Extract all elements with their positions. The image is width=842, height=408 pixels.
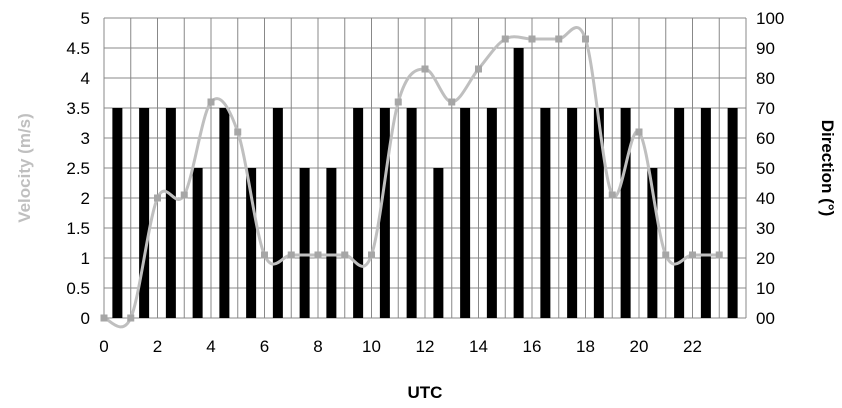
direction-marker — [501, 35, 509, 43]
velocity-bars — [112, 48, 738, 318]
velocity-bar — [406, 108, 417, 318]
y-right-tick-label: 60 — [756, 129, 775, 148]
y-left-tick-label: 4.5 — [66, 39, 90, 58]
velocity-bar — [246, 168, 257, 318]
direction-marker — [154, 194, 161, 202]
direction-marker — [528, 35, 536, 43]
y-left-tick-label: 4 — [81, 69, 90, 88]
y-right-tick-label: 40 — [756, 189, 775, 208]
y-right-tick-label: 30 — [756, 219, 775, 238]
velocity-bar — [272, 108, 283, 318]
x-tick-label: 14 — [469, 337, 488, 356]
tick-labels: 00.511.522.533.544.550010203040506070809… — [66, 9, 784, 356]
velocity-bar — [700, 108, 711, 318]
direction-marker — [475, 65, 482, 73]
direction-marker — [394, 98, 402, 106]
y-left-tick-label: 1.5 — [66, 219, 90, 238]
direction-marker — [582, 35, 589, 43]
direction-marker — [608, 191, 616, 199]
direction-marker — [368, 251, 375, 259]
velocity-bar — [593, 108, 604, 318]
x-tick-label: 22 — [683, 337, 702, 356]
y-right-tick-label: 20 — [756, 249, 775, 268]
direction-marker — [207, 98, 215, 106]
direction-marker — [341, 251, 349, 259]
x-tick-label: 20 — [630, 337, 649, 356]
y-left-tick-label: 5 — [81, 9, 90, 28]
velocity-bar — [567, 108, 578, 318]
direction-marker — [635, 128, 643, 136]
x-tick-label: 16 — [523, 337, 542, 356]
velocity-bar — [620, 108, 631, 318]
velocity-bar — [326, 168, 337, 318]
velocity-bar — [727, 108, 738, 318]
y-right-tick-label: 50 — [756, 159, 775, 178]
direction-marker — [287, 251, 295, 259]
direction-marker — [100, 314, 108, 322]
x-tick-label: 12 — [416, 337, 435, 356]
velocity-bar — [460, 108, 471, 318]
y-right-tick-label: 80 — [756, 69, 775, 88]
velocity-bar — [353, 108, 364, 318]
velocity-bar — [647, 168, 658, 318]
y-axis-left-title: Velocity (m/s) — [15, 113, 34, 223]
x-tick-label: 8 — [313, 337, 322, 356]
y-axis-right-title: Direction (°) — [818, 120, 837, 217]
direction-marker — [421, 65, 429, 73]
velocity-bar — [192, 168, 203, 318]
x-tick-label: 6 — [260, 337, 269, 356]
direction-marker — [180, 191, 188, 199]
velocity-bar — [433, 168, 444, 318]
y-right-tick-label: 90 — [756, 39, 775, 58]
velocity-bar — [674, 108, 685, 318]
y-left-tick-label: 2 — [81, 189, 90, 208]
y-left-tick-label: 3.5 — [66, 99, 90, 118]
y-right-tick-label: 70 — [756, 99, 775, 118]
velocity-bar — [513, 48, 524, 318]
direction-marker — [314, 251, 322, 259]
direction-marker — [555, 35, 563, 43]
velocity-bar — [139, 108, 150, 318]
direction-marker — [448, 98, 456, 106]
y-right-tick-label: 100 — [756, 9, 784, 28]
x-axis-title: UTC — [408, 383, 443, 402]
direction-line — [100, 26, 723, 329]
y-right-tick-label: 00 — [756, 309, 775, 328]
direction-line-path — [103, 26, 720, 329]
direction-marker — [689, 251, 696, 259]
direction-marker — [662, 251, 670, 259]
x-tick-label: 2 — [153, 337, 162, 356]
y-right-tick-label: 10 — [756, 279, 775, 298]
y-left-tick-label: 2.5 — [66, 159, 90, 178]
direction-marker — [261, 251, 268, 259]
direction-marker — [234, 128, 242, 136]
gridlines — [103, 17, 747, 319]
velocity-bar — [219, 108, 230, 318]
y-left-tick-label: 0 — [81, 309, 90, 328]
x-tick-label: 10 — [362, 337, 381, 356]
velocity-bar — [540, 108, 551, 318]
velocity-bar — [299, 168, 310, 318]
y-left-tick-label: 3 — [81, 129, 90, 148]
velocity-bar — [165, 108, 176, 318]
velocity-bar — [112, 108, 123, 318]
y-left-tick-label: 1 — [81, 249, 90, 268]
velocity-bar — [379, 108, 390, 318]
x-tick-label: 0 — [99, 337, 108, 356]
direction-marker — [715, 251, 723, 259]
velocity-bar — [486, 108, 497, 318]
y-left-tick-label: 0.5 — [66, 279, 90, 298]
x-tick-label: 4 — [206, 337, 215, 356]
direction-marker — [127, 314, 135, 322]
x-tick-label: 18 — [576, 337, 595, 356]
